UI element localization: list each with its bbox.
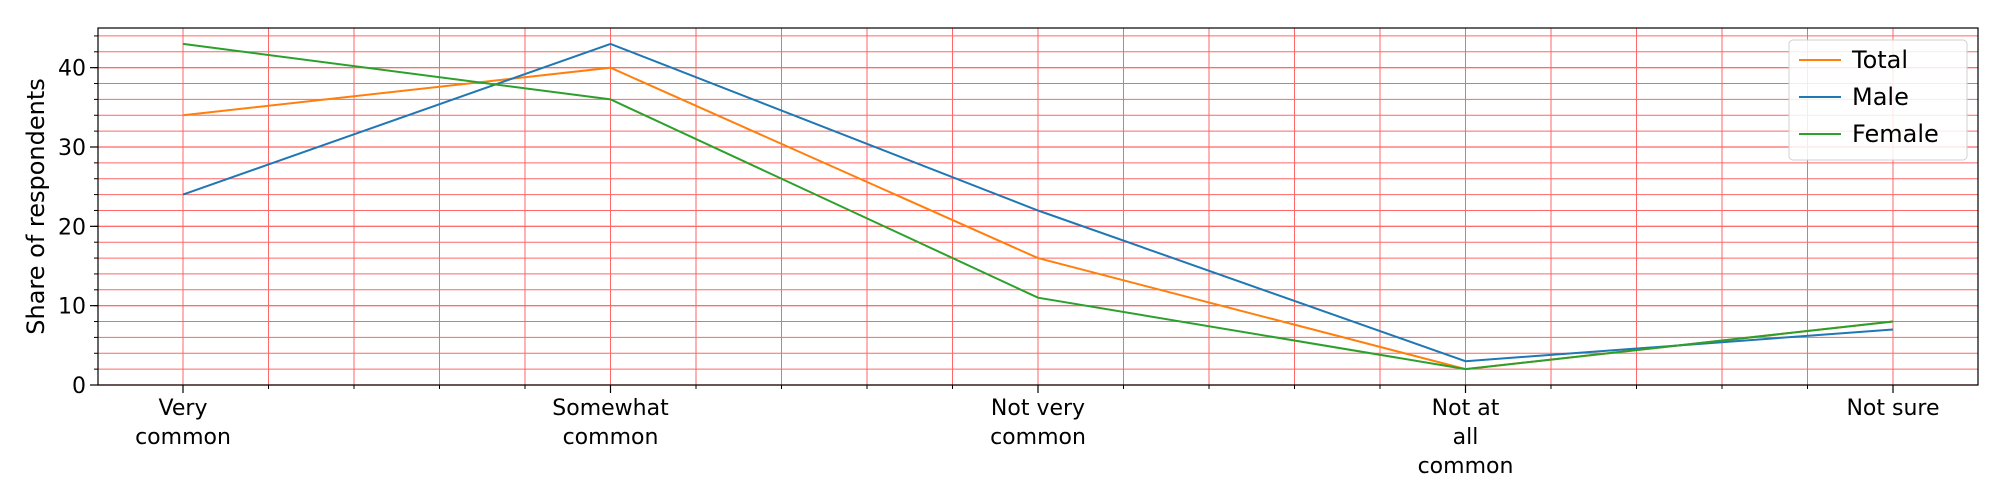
x-tick-label: Somewhat common xyxy=(552,396,669,450)
y-tick-label: 20 xyxy=(58,215,86,240)
y-tick-label: 40 xyxy=(58,57,86,82)
series-line-female xyxy=(182,42,1894,371)
y-tick-label: 0 xyxy=(72,374,86,399)
x-tick-label: Very common xyxy=(135,396,231,450)
legend-label-total: Total xyxy=(1851,46,1908,74)
series-lines xyxy=(182,42,1894,371)
grid xyxy=(98,28,1978,386)
axes: 0 10 20 30 40 Very common Somewhat common Not ver… xyxy=(22,27,1979,479)
legend-box xyxy=(1788,39,1968,161)
legend-label-female: Female xyxy=(1852,120,1939,148)
x-tick-label: Not sure xyxy=(1846,396,1939,421)
y-tick-label: 30 xyxy=(58,136,86,161)
legend-label-male: Male xyxy=(1852,83,1909,111)
series-line-male xyxy=(182,42,1894,363)
y-axis-title: Share of respondents xyxy=(22,78,50,335)
x-tick-label: Not very common xyxy=(990,396,1086,450)
legend: Total Male Female xyxy=(1788,39,1968,161)
x-tick-label: Not at all common xyxy=(1418,396,1514,479)
y-tick-label: 10 xyxy=(58,295,86,320)
